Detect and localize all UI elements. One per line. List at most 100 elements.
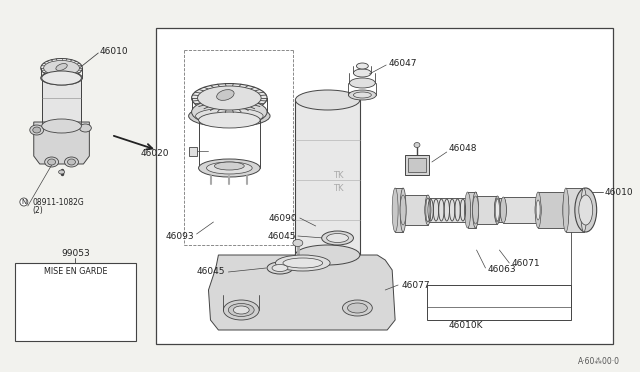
Text: TK: TK <box>333 170 343 180</box>
Bar <box>427 285 571 320</box>
Ellipse shape <box>41 71 83 85</box>
Ellipse shape <box>472 196 479 224</box>
Ellipse shape <box>228 304 254 317</box>
Ellipse shape <box>563 192 569 228</box>
Ellipse shape <box>465 198 470 222</box>
Ellipse shape <box>33 127 41 133</box>
Text: N: N <box>21 199 26 205</box>
Ellipse shape <box>414 142 420 148</box>
Bar <box>468 192 476 228</box>
Bar <box>395 188 403 232</box>
Ellipse shape <box>191 98 267 126</box>
Text: 08911-1082G: 08911-1082G <box>33 198 84 206</box>
Ellipse shape <box>189 105 270 127</box>
Bar <box>497 198 503 222</box>
Ellipse shape <box>30 125 44 135</box>
Polygon shape <box>34 122 90 164</box>
Ellipse shape <box>400 188 406 232</box>
Text: 46045: 46045 <box>197 267 225 276</box>
Ellipse shape <box>214 162 244 170</box>
Text: 46090: 46090 <box>268 214 297 222</box>
Ellipse shape <box>198 86 261 110</box>
Ellipse shape <box>536 200 540 220</box>
Ellipse shape <box>500 198 506 222</box>
Ellipse shape <box>348 90 376 100</box>
Ellipse shape <box>275 255 330 271</box>
Ellipse shape <box>425 198 431 222</box>
Ellipse shape <box>44 61 79 76</box>
Ellipse shape <box>495 196 500 224</box>
Ellipse shape <box>296 245 360 265</box>
Bar <box>189 147 196 156</box>
Text: MISE EN GARDE: MISE EN GARDE <box>44 267 108 276</box>
Ellipse shape <box>296 90 360 110</box>
Ellipse shape <box>41 58 83 77</box>
Ellipse shape <box>563 188 569 232</box>
Text: (2): (2) <box>33 205 44 215</box>
Bar <box>566 188 584 232</box>
Ellipse shape <box>353 92 371 98</box>
Ellipse shape <box>495 198 500 222</box>
Text: 46063: 46063 <box>488 264 516 273</box>
Ellipse shape <box>392 188 398 232</box>
Ellipse shape <box>348 303 367 313</box>
Ellipse shape <box>472 192 479 228</box>
Ellipse shape <box>267 262 293 274</box>
Ellipse shape <box>283 258 323 268</box>
Bar <box>428 198 468 222</box>
Ellipse shape <box>575 188 596 232</box>
Bar <box>503 197 538 223</box>
Ellipse shape <box>42 119 81 133</box>
Ellipse shape <box>356 63 369 69</box>
Ellipse shape <box>47 159 56 165</box>
Ellipse shape <box>198 112 260 128</box>
Bar <box>42 78 81 126</box>
Ellipse shape <box>426 198 430 222</box>
Ellipse shape <box>293 240 303 247</box>
Text: TK: TK <box>333 183 343 192</box>
Ellipse shape <box>272 264 288 272</box>
Bar <box>405 155 429 175</box>
Ellipse shape <box>349 78 375 88</box>
Ellipse shape <box>207 162 252 174</box>
Ellipse shape <box>79 124 92 132</box>
Bar <box>538 192 566 228</box>
Ellipse shape <box>191 84 267 112</box>
Text: A·60⁂00·0: A·60⁂00·0 <box>578 357 620 366</box>
Ellipse shape <box>535 197 541 223</box>
Ellipse shape <box>326 234 348 243</box>
Ellipse shape <box>196 108 263 124</box>
Ellipse shape <box>579 195 593 225</box>
Ellipse shape <box>67 159 76 165</box>
Text: 46010: 46010 <box>605 187 633 196</box>
Text: 46077: 46077 <box>401 280 429 289</box>
Ellipse shape <box>42 71 81 85</box>
Bar <box>476 196 497 224</box>
Ellipse shape <box>65 157 79 167</box>
Ellipse shape <box>59 170 65 174</box>
Ellipse shape <box>465 192 470 228</box>
Text: 46020: 46020 <box>140 148 169 157</box>
Text: 46048: 46048 <box>449 144 477 153</box>
Ellipse shape <box>580 188 587 232</box>
Bar <box>156 28 612 344</box>
Ellipse shape <box>223 300 259 320</box>
Ellipse shape <box>56 64 67 70</box>
Ellipse shape <box>217 90 234 100</box>
Text: 46047: 46047 <box>388 58 417 67</box>
Ellipse shape <box>45 157 59 167</box>
Ellipse shape <box>535 192 541 228</box>
Ellipse shape <box>322 231 353 245</box>
Ellipse shape <box>353 69 371 77</box>
Polygon shape <box>209 255 395 330</box>
Ellipse shape <box>425 195 431 225</box>
Ellipse shape <box>342 300 372 316</box>
Text: 46010: 46010 <box>99 46 128 55</box>
Ellipse shape <box>20 198 28 206</box>
Ellipse shape <box>400 195 406 225</box>
Text: 46045: 46045 <box>268 231 296 241</box>
Bar <box>408 158 426 172</box>
Text: 46071: 46071 <box>511 260 540 269</box>
Text: 46010K: 46010K <box>449 321 483 330</box>
Ellipse shape <box>234 306 249 314</box>
